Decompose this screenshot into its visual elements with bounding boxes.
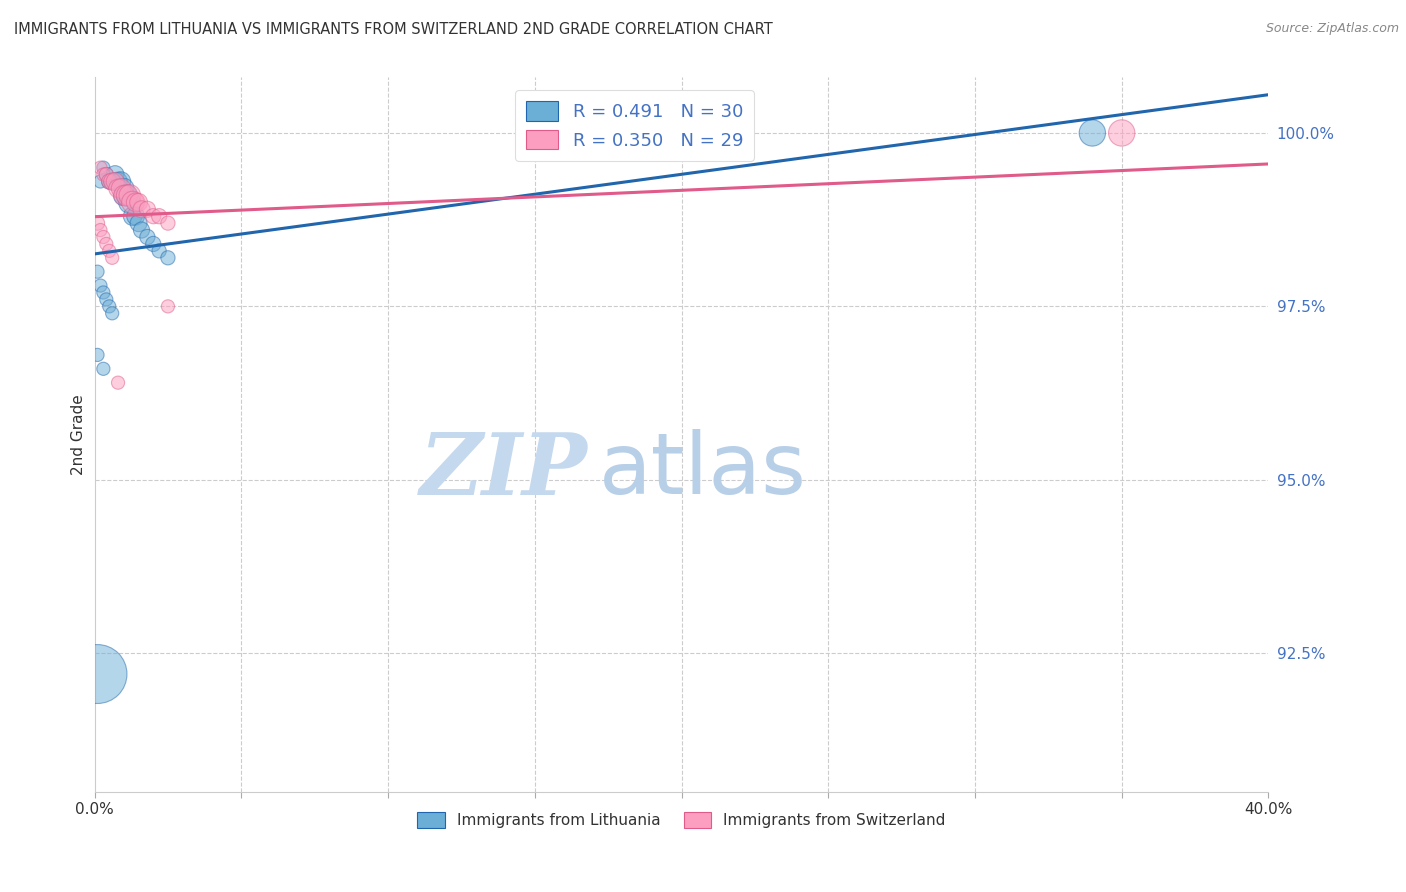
Point [86, 216, 108, 230]
Point [128, 216, 150, 230]
Point [156, 299, 179, 313]
Point [101, 174, 124, 188]
Point [89, 174, 111, 188]
Point [110, 174, 132, 188]
Point [107, 174, 129, 188]
Point [96, 236, 118, 251]
Point [86, 265, 108, 279]
Point [93, 168, 115, 182]
Point [107, 181, 129, 195]
Point [93, 230, 115, 244]
Point [142, 236, 165, 251]
Point [112, 188, 135, 202]
Point [115, 188, 138, 202]
Point [136, 230, 159, 244]
Point [107, 376, 129, 390]
Point [101, 174, 124, 188]
Text: IMMIGRANTS FROM LITHUANIA VS IMMIGRANTS FROM SWITZERLAND 2ND GRADE CORRELATION C: IMMIGRANTS FROM LITHUANIA VS IMMIGRANTS … [14, 22, 773, 37]
Y-axis label: 2nd Grade: 2nd Grade [72, 394, 86, 475]
Point [128, 195, 150, 210]
Point [101, 306, 124, 320]
Point [115, 188, 138, 202]
Text: Source: ZipAtlas.com: Source: ZipAtlas.com [1265, 22, 1399, 36]
Text: atlas: atlas [599, 429, 807, 512]
Legend: Immigrants from Lithuania, Immigrants from Switzerland: Immigrants from Lithuania, Immigrants fr… [411, 805, 952, 834]
Point [110, 181, 132, 195]
Point [93, 361, 115, 376]
Point [98, 174, 121, 188]
Point [1111, 126, 1133, 140]
Point [112, 188, 135, 202]
Point [124, 195, 146, 210]
Point [136, 202, 159, 217]
Point [131, 202, 153, 217]
Point [118, 195, 141, 210]
Point [104, 174, 127, 188]
Point [131, 223, 153, 237]
Point [93, 285, 115, 300]
Point [1081, 126, 1104, 140]
Point [104, 168, 127, 182]
Text: ZIP: ZIP [420, 429, 588, 512]
Point [96, 293, 118, 307]
Point [124, 209, 146, 223]
Point [121, 195, 143, 210]
Point [93, 161, 115, 175]
Point [98, 244, 121, 258]
Point [89, 278, 111, 293]
Point [89, 223, 111, 237]
Point [98, 174, 121, 188]
Point [142, 209, 165, 223]
Point [156, 251, 179, 265]
Point [98, 299, 121, 313]
Point [96, 168, 118, 182]
Point [101, 251, 124, 265]
Point [156, 216, 179, 230]
Point [148, 209, 170, 223]
Point [86, 348, 108, 362]
Point [118, 188, 141, 202]
Point [121, 209, 143, 223]
Point [86, 667, 108, 681]
Point [112, 181, 135, 195]
Point [96, 168, 118, 182]
Point [148, 244, 170, 258]
Point [89, 161, 111, 175]
